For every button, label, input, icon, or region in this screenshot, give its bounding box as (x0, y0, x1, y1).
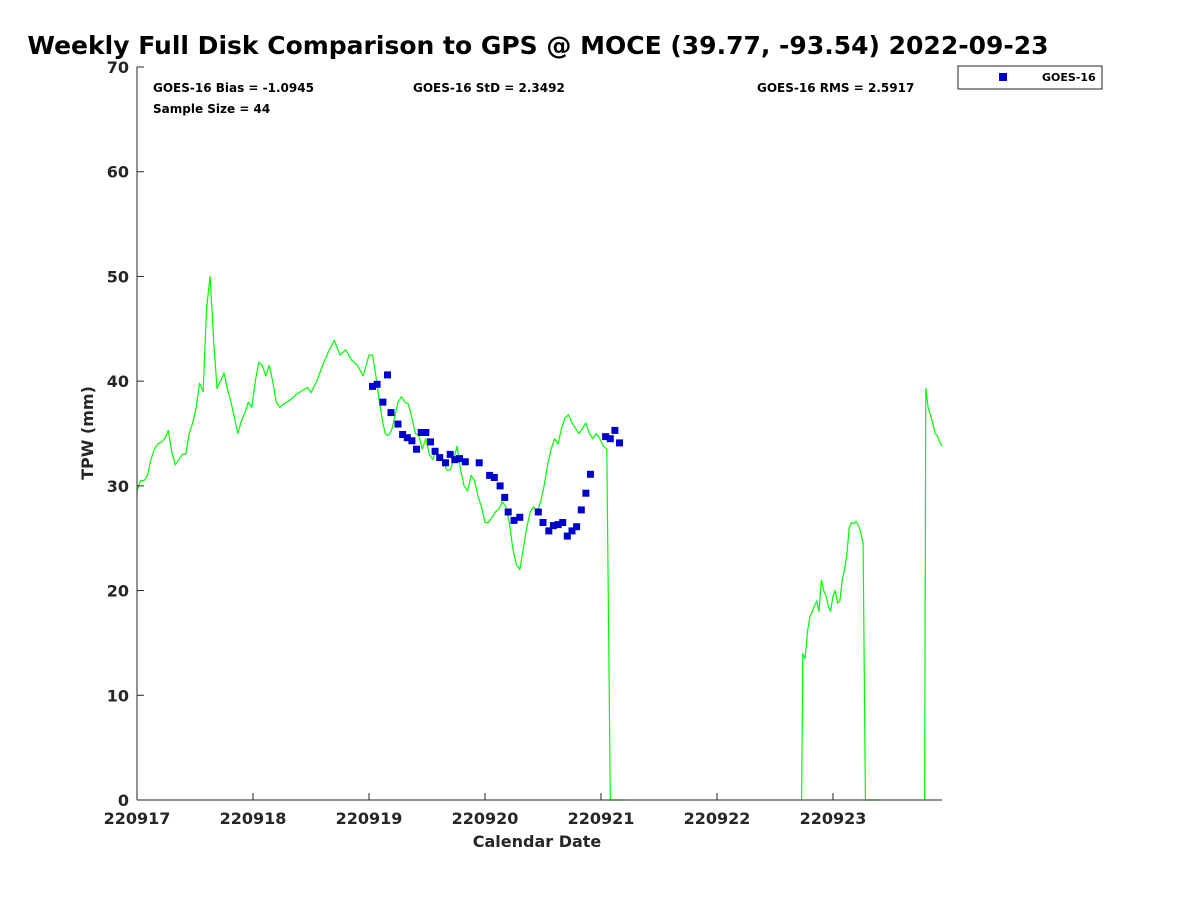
goes-16-point (563, 532, 571, 540)
std-stat: GOES-16 StD = 2.3492 (413, 81, 565, 95)
goes-16-point (403, 434, 411, 442)
goes-16-point (490, 474, 498, 481)
y-tick-label: 20 (107, 582, 129, 601)
y-axis-ticks: 0 10 20 30 40 50 60 70 (107, 58, 144, 810)
x-tick-label: 220920 (452, 809, 519, 828)
x-axis-label: Calendar Date (473, 832, 602, 851)
legend-box (957, 65, 1103, 90)
y-tick-label: 0 (118, 791, 129, 810)
goes-16-point (436, 454, 444, 462)
y-tick-label: 70 (107, 58, 129, 77)
goes-16-point (496, 482, 504, 490)
goes-16-point (442, 459, 449, 467)
goes-16-point (577, 506, 585, 514)
goes-16-point (456, 455, 463, 463)
x-tick-label: 220923 (800, 809, 867, 828)
goes-16-point (559, 519, 567, 526)
y-tick-label: 60 (107, 163, 129, 182)
plot-background (137, 67, 942, 800)
y-tick-label: 50 (107, 267, 129, 286)
goes-16-point (501, 493, 509, 501)
y-tick-label: 10 (107, 686, 129, 705)
goes-16-point (602, 433, 610, 441)
goes-16-point (534, 508, 542, 516)
x-tick-label: 220919 (336, 809, 403, 828)
goes-16-point (379, 398, 387, 406)
gps-line-segment (136, 275, 626, 801)
goes-16-point (606, 435, 614, 443)
goes-16-point (373, 380, 381, 388)
goes-16-point (369, 382, 376, 390)
goes-16-point (539, 519, 547, 526)
goes-16-point (587, 470, 594, 478)
goes-16-point (422, 429, 430, 436)
x-tick-label: 220917 (104, 809, 171, 828)
plot-area (137, 67, 942, 800)
legend-marker-goes-16 (999, 73, 1007, 81)
goes-16-point (616, 439, 623, 447)
goes-16-point (408, 437, 416, 445)
goes-16-point (504, 508, 512, 516)
goes-16-point (427, 438, 434, 446)
goes-16-point (399, 431, 407, 438)
goes-16-point (516, 513, 524, 521)
legend: GOES-16 (957, 65, 1103, 90)
goes-16-point (475, 459, 483, 467)
goes-16-point (384, 371, 391, 379)
goes-16-point (387, 409, 395, 417)
bias-stat: GOES-16 Bias = -1.0945 (153, 81, 314, 95)
goes-16-point (451, 456, 459, 464)
x-tick-label: 220922 (684, 809, 751, 828)
goes-16-point (545, 527, 553, 535)
goes-16-point (413, 445, 420, 453)
goes-16-point (573, 523, 581, 531)
goes-16-point (549, 522, 557, 530)
x-axis-ticks: 220917 220918 220919 220920 220921 220922 2209… (104, 793, 867, 828)
x-tick-label: 220921 (568, 809, 635, 828)
chart-title: Weekly Full Disk Comparison to GPS @ MOC… (27, 31, 1048, 60)
y-tick-label: 40 (107, 372, 129, 391)
goes-16-point (394, 420, 402, 428)
goes-16-point (446, 450, 454, 458)
goes-16-point (568, 527, 576, 535)
goes-16-point (431, 447, 439, 455)
goes-16-point (510, 516, 518, 524)
legend-label-goes-16: GOES-16 (1042, 71, 1096, 84)
goes-16-point (486, 471, 494, 479)
y-tick-label: 30 (107, 477, 129, 496)
goes-16-series (369, 371, 623, 540)
goes-16-point (582, 489, 590, 497)
x-tick-label: 220918 (220, 809, 287, 828)
rms-stat: GOES-16 RMS = 2.5917 (757, 81, 914, 95)
goes-16-point (554, 521, 562, 529)
sample-size-stat: Sample Size = 44 (153, 102, 270, 116)
goes-16-point (417, 429, 425, 436)
y-axis-label: TPW (mm) (78, 386, 97, 480)
goes-16-point (461, 458, 469, 466)
gps-line-segment (923, 387, 943, 801)
goes-16-point (611, 426, 619, 434)
